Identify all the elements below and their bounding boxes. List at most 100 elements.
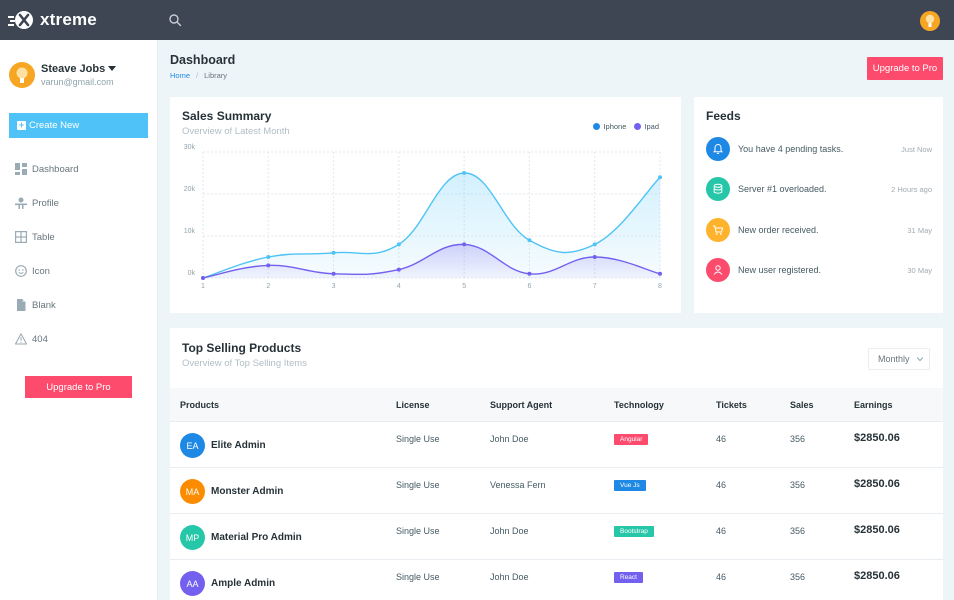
sidebar-item-label: Icon <box>32 265 50 277</box>
feeds-title: Feeds <box>706 109 741 123</box>
page-title: Dashboard <box>170 53 236 67</box>
sidebar-item-profile[interactable]: Profile <box>0 186 158 220</box>
sidebar-item-table[interactable]: Table <box>0 220 158 254</box>
user-icon <box>713 265 723 275</box>
data-point-iphone <box>592 242 597 247</box>
feed-item[interactable]: New user registered. 30 May <box>706 258 932 282</box>
avatar-icon <box>16 67 28 83</box>
legend-label: Ipad <box>644 122 659 131</box>
feed-text: You have 4 pending tasks. <box>738 144 844 154</box>
feed-item[interactable]: New order received. 31 May <box>706 218 932 242</box>
logo[interactable]: xtreme <box>0 10 158 30</box>
data-point-ipad <box>201 276 205 280</box>
table-row[interactable]: EA Elite Admin Single Use John Doe Angul… <box>170 422 943 468</box>
data-point-ipad <box>462 242 467 247</box>
period-select[interactable]: Monthly <box>868 348 930 370</box>
feed-icon-wrap <box>706 177 730 201</box>
column-header: Sales <box>790 400 814 410</box>
feed-icon-wrap <box>706 137 730 161</box>
dashboard-icon <box>15 163 27 175</box>
caret-down-icon <box>108 66 117 71</box>
search-icon[interactable] <box>168 13 182 27</box>
feed-item[interactable]: You have 4 pending tasks. Just Now <box>706 137 932 161</box>
feed-time: 31 May <box>907 225 932 235</box>
create-new-label: Create New <box>29 120 80 131</box>
data-point-iphone <box>462 171 467 175</box>
data-point-ipad <box>658 271 662 276</box>
earnings-cell: $2850.06 <box>854 524 900 536</box>
tickets-cell: 46 <box>716 526 727 536</box>
top-products-card: Top Selling Products Overview of Top Sel… <box>170 328 943 600</box>
sales-cell: 356 <box>790 434 806 444</box>
chart-legend: Iphone Ipad <box>585 122 659 131</box>
legend-item-iphone[interactable]: Iphone <box>593 122 626 131</box>
area-iphone <box>203 172 660 278</box>
sales-cell: 356 <box>790 526 806 536</box>
user-name[interactable]: Steave Jobs <box>41 63 117 75</box>
feed-item[interactable]: Server #1 overloaded. 2 Hours ago <box>706 177 932 201</box>
warning-icon <box>15 333 27 345</box>
table-header: Products License Support Agent Technolog… <box>170 388 943 422</box>
feed-time: 2 Hours ago <box>891 184 932 194</box>
table-row[interactable]: AA Ample Admin Single Use John Doe React… <box>170 560 943 600</box>
agent-cell: John Doe <box>490 572 529 582</box>
logo-icon <box>8 11 33 29</box>
y-tick-label: 20k <box>184 186 196 193</box>
column-header: Products <box>180 400 220 410</box>
sidebar-item-dashboard[interactable]: Dashboard <box>0 152 158 186</box>
tech-badge: Vue Js <box>614 480 646 491</box>
database-icon <box>713 183 723 194</box>
sales-title: Sales Summary <box>182 109 272 123</box>
user-profile[interactable]: Steave Jobs varun@gmail.com <box>0 40 157 88</box>
x-tick-label: 4 <box>397 283 401 290</box>
y-tick-label: 30k <box>184 144 196 151</box>
user-email: varun@gmail.com <box>41 77 114 87</box>
license-cell: Single Use <box>396 434 440 444</box>
breadcrumb-home[interactable]: Home <box>170 71 191 80</box>
bell-icon <box>712 143 724 154</box>
table-row[interactable]: MA Monster Admin Single Use Venessa Fern… <box>170 468 943 514</box>
create-new-button[interactable]: + Create New <box>9 113 148 138</box>
y-tick-label: 10k <box>184 228 196 235</box>
license-cell: Single Use <box>396 572 440 582</box>
earnings-cell: $2850.06 <box>854 432 900 444</box>
data-point-iphone <box>331 250 336 255</box>
data-point-iphone <box>527 238 532 243</box>
sales-chart: 0k 10k 20k 30k 1 2 3 4 5 6 7 8 <box>184 144 662 290</box>
smiley-icon <box>15 265 27 277</box>
data-point-ipad <box>592 255 597 259</box>
product-name: Elite Admin <box>211 440 266 451</box>
sidebar-nav: Dashboard Profile Table Icon <box>0 152 158 356</box>
earnings-cell: $2850.06 <box>854 478 900 490</box>
series-line-iphone <box>202 172 661 279</box>
sidebar-item-blank[interactable]: Blank <box>0 288 158 322</box>
legend-item-ipad[interactable]: Ipad <box>634 122 659 131</box>
data-point-ipad <box>396 267 401 272</box>
column-header: Technology <box>614 400 664 410</box>
top-avatar[interactable] <box>920 11 940 31</box>
sidebar: Steave Jobs varun@gmail.com + Create New… <box>0 40 158 600</box>
avatar-icon <box>925 14 935 27</box>
table-row[interactable]: MP Material Pro Admin Single Use John Do… <box>170 514 943 560</box>
column-header: Tickets <box>716 400 747 410</box>
data-point-ipad <box>331 271 336 276</box>
file-icon <box>17 299 26 311</box>
product-avatar: MA <box>180 479 205 504</box>
license-cell: Single Use <box>396 480 440 490</box>
breadcrumb-current: Library <box>204 71 228 80</box>
x-tick-label: 6 <box>527 283 531 290</box>
sales-cell: 356 <box>790 572 806 582</box>
feed-time: Just Now <box>901 144 932 154</box>
sidebar-upgrade-button[interactable]: Upgrade to Pro <box>25 376 132 398</box>
sidebar-item-icon[interactable]: Icon <box>0 254 158 288</box>
product-name: Ample Admin <box>211 578 276 589</box>
topbar: xtreme <box>0 0 954 40</box>
feed-text: New user registered. <box>738 265 822 275</box>
table-icon <box>15 231 27 243</box>
upgrade-button[interactable]: Upgrade to Pro <box>867 57 943 80</box>
tech-badge: Angular <box>614 434 649 445</box>
x-tick-label: 2 <box>266 283 270 290</box>
sidebar-item-404[interactable]: 404 <box>0 322 158 356</box>
sales-subtitle: Overview of Latest Month <box>182 126 290 137</box>
data-point-iphone <box>266 255 271 259</box>
